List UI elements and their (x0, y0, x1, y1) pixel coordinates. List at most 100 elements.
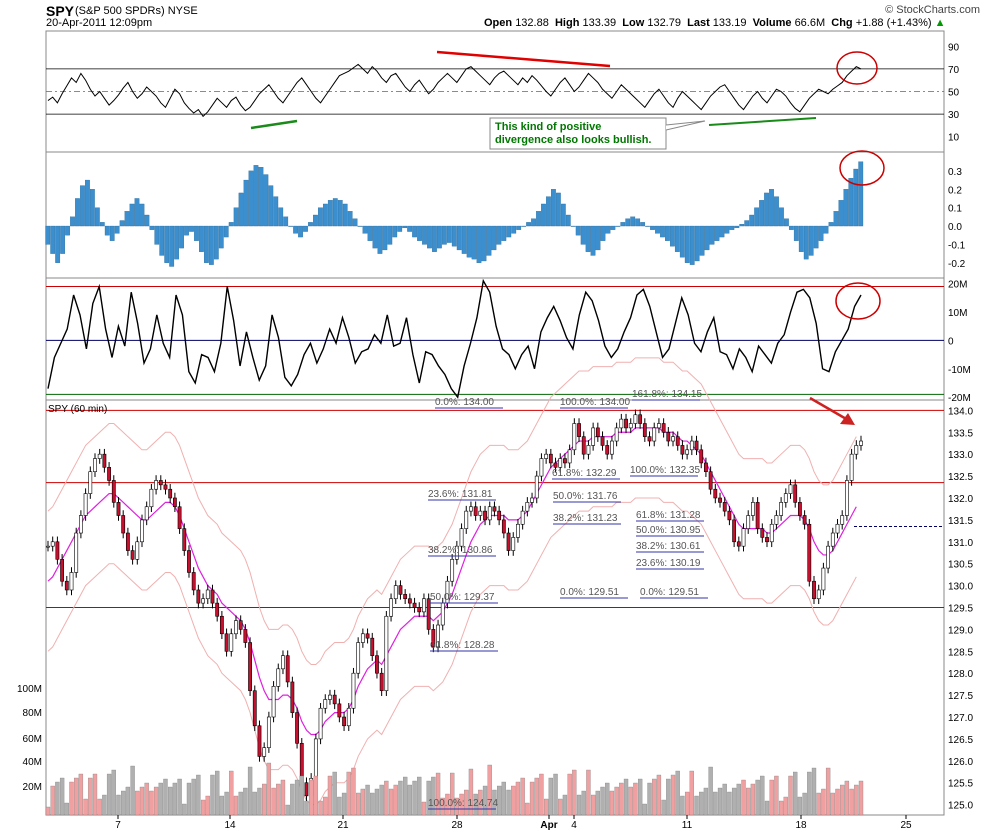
fib-label: 100.0%: 124.74 (428, 798, 498, 809)
volume-bar (731, 787, 737, 816)
volume-bar (628, 786, 633, 816)
volume-bar (149, 790, 154, 816)
volume-bar (506, 789, 511, 816)
histogram-bar (149, 225, 155, 230)
volume-bar (727, 791, 732, 816)
volume-bar (191, 778, 196, 816)
price-tick-label: 134.0 (948, 406, 973, 417)
annotation-text: divergence also looks bullish. (495, 134, 652, 146)
volume-bar (163, 778, 168, 816)
volume-bar (83, 798, 88, 816)
histogram-bar (119, 220, 125, 227)
volume-bar (482, 785, 488, 816)
candle-body (234, 620, 238, 635)
candle-body (783, 493, 788, 503)
histogram-bar (174, 225, 180, 260)
histogram-bar (853, 168, 859, 227)
high-label: High (554, 17, 580, 29)
histogram-panel (45, 161, 864, 267)
candle-body (525, 502, 530, 512)
histogram-bar (327, 200, 333, 227)
candle-body (332, 694, 337, 705)
fib-label: 38.2%: 130.86 (428, 545, 493, 556)
volume-bar (666, 778, 671, 816)
volume-bar (793, 771, 798, 816)
price-tick-label: 132.5 (948, 472, 973, 483)
panel-frame (45, 151, 945, 279)
x-tick-label: Apr (540, 820, 557, 831)
volume-bar (600, 786, 605, 816)
volume-bar (844, 780, 850, 816)
volume-bar (764, 800, 770, 816)
candle-body (389, 598, 393, 617)
candle-body (577, 423, 581, 437)
volume-bar (811, 767, 817, 816)
candle-body (393, 585, 398, 600)
histogram-bar (223, 225, 229, 238)
x-tick-label: 25 (900, 820, 912, 831)
histogram-bar (55, 225, 61, 263)
candle-body (219, 615, 224, 635)
histogram-bar (204, 225, 209, 263)
histogram-bar (451, 225, 457, 247)
histogram-bar (446, 225, 452, 243)
histogram-bar (397, 225, 403, 232)
volume-bar (304, 800, 309, 816)
candle-body (370, 637, 375, 656)
candle-body (464, 510, 469, 529)
histogram-bar (481, 225, 487, 262)
histogram-bar (427, 225, 432, 249)
price-tick-label: 128.0 (948, 669, 973, 680)
volume-bar (821, 788, 826, 816)
fib-label: 61.8%: 132.29 (552, 468, 617, 479)
histogram-tick-label: 0.1 (948, 204, 962, 215)
candle-body (854, 445, 859, 455)
volume-bar (337, 796, 342, 816)
volume-bar (534, 777, 539, 816)
histogram-bar (803, 225, 809, 260)
rsi-divergence-line-right (708, 117, 817, 126)
volume-bar (854, 784, 859, 816)
fib-label: 0.0%: 129.51 (560, 587, 619, 598)
volume-bar (318, 800, 323, 816)
volume-bar (699, 791, 704, 816)
volume-bar (360, 788, 366, 816)
candle-body (375, 655, 379, 674)
histogram-bar (610, 225, 616, 230)
rsi-divergence-line-top (436, 50, 611, 68)
volume-bar (215, 770, 220, 816)
volume-bar (440, 797, 445, 816)
histogram-tick-label: -0.2 (948, 259, 966, 270)
candle-body (454, 545, 459, 560)
volume-bar (59, 777, 65, 816)
highlight-circle-histogram (839, 150, 885, 186)
x-tick-label: 18 (795, 820, 807, 831)
rsi-panel (47, 63, 862, 118)
histogram-bar (565, 214, 571, 227)
datetime: 20-Apr-2011 12:09pm (46, 17, 153, 29)
histogram-bar (823, 225, 829, 234)
candle-body (172, 497, 177, 508)
candle-body (93, 458, 97, 473)
histogram-bar (278, 207, 284, 227)
histogram-bar (531, 218, 536, 227)
volume-bar (130, 765, 135, 816)
histogram-bar (471, 225, 477, 260)
histogram-bar (585, 225, 591, 252)
candle-body (266, 716, 271, 748)
histogram-bar (283, 216, 289, 227)
volume-bar (285, 804, 290, 816)
histogram-bar (233, 207, 239, 227)
rsi-tick-label: 90 (948, 42, 960, 53)
oscillator-series-line (47, 278, 862, 399)
candle-body (704, 462, 708, 473)
fib-label: 61.8%: 128.28 (430, 640, 495, 651)
histogram-bar (665, 225, 670, 241)
oscillator-tick-label: -10M (948, 365, 971, 376)
candle-body (591, 427, 596, 446)
candle-body (323, 699, 328, 709)
histogram-bar (674, 225, 680, 252)
candle-body (497, 510, 502, 521)
volume-bar (487, 764, 492, 816)
x-tick-label: 21 (337, 820, 349, 831)
